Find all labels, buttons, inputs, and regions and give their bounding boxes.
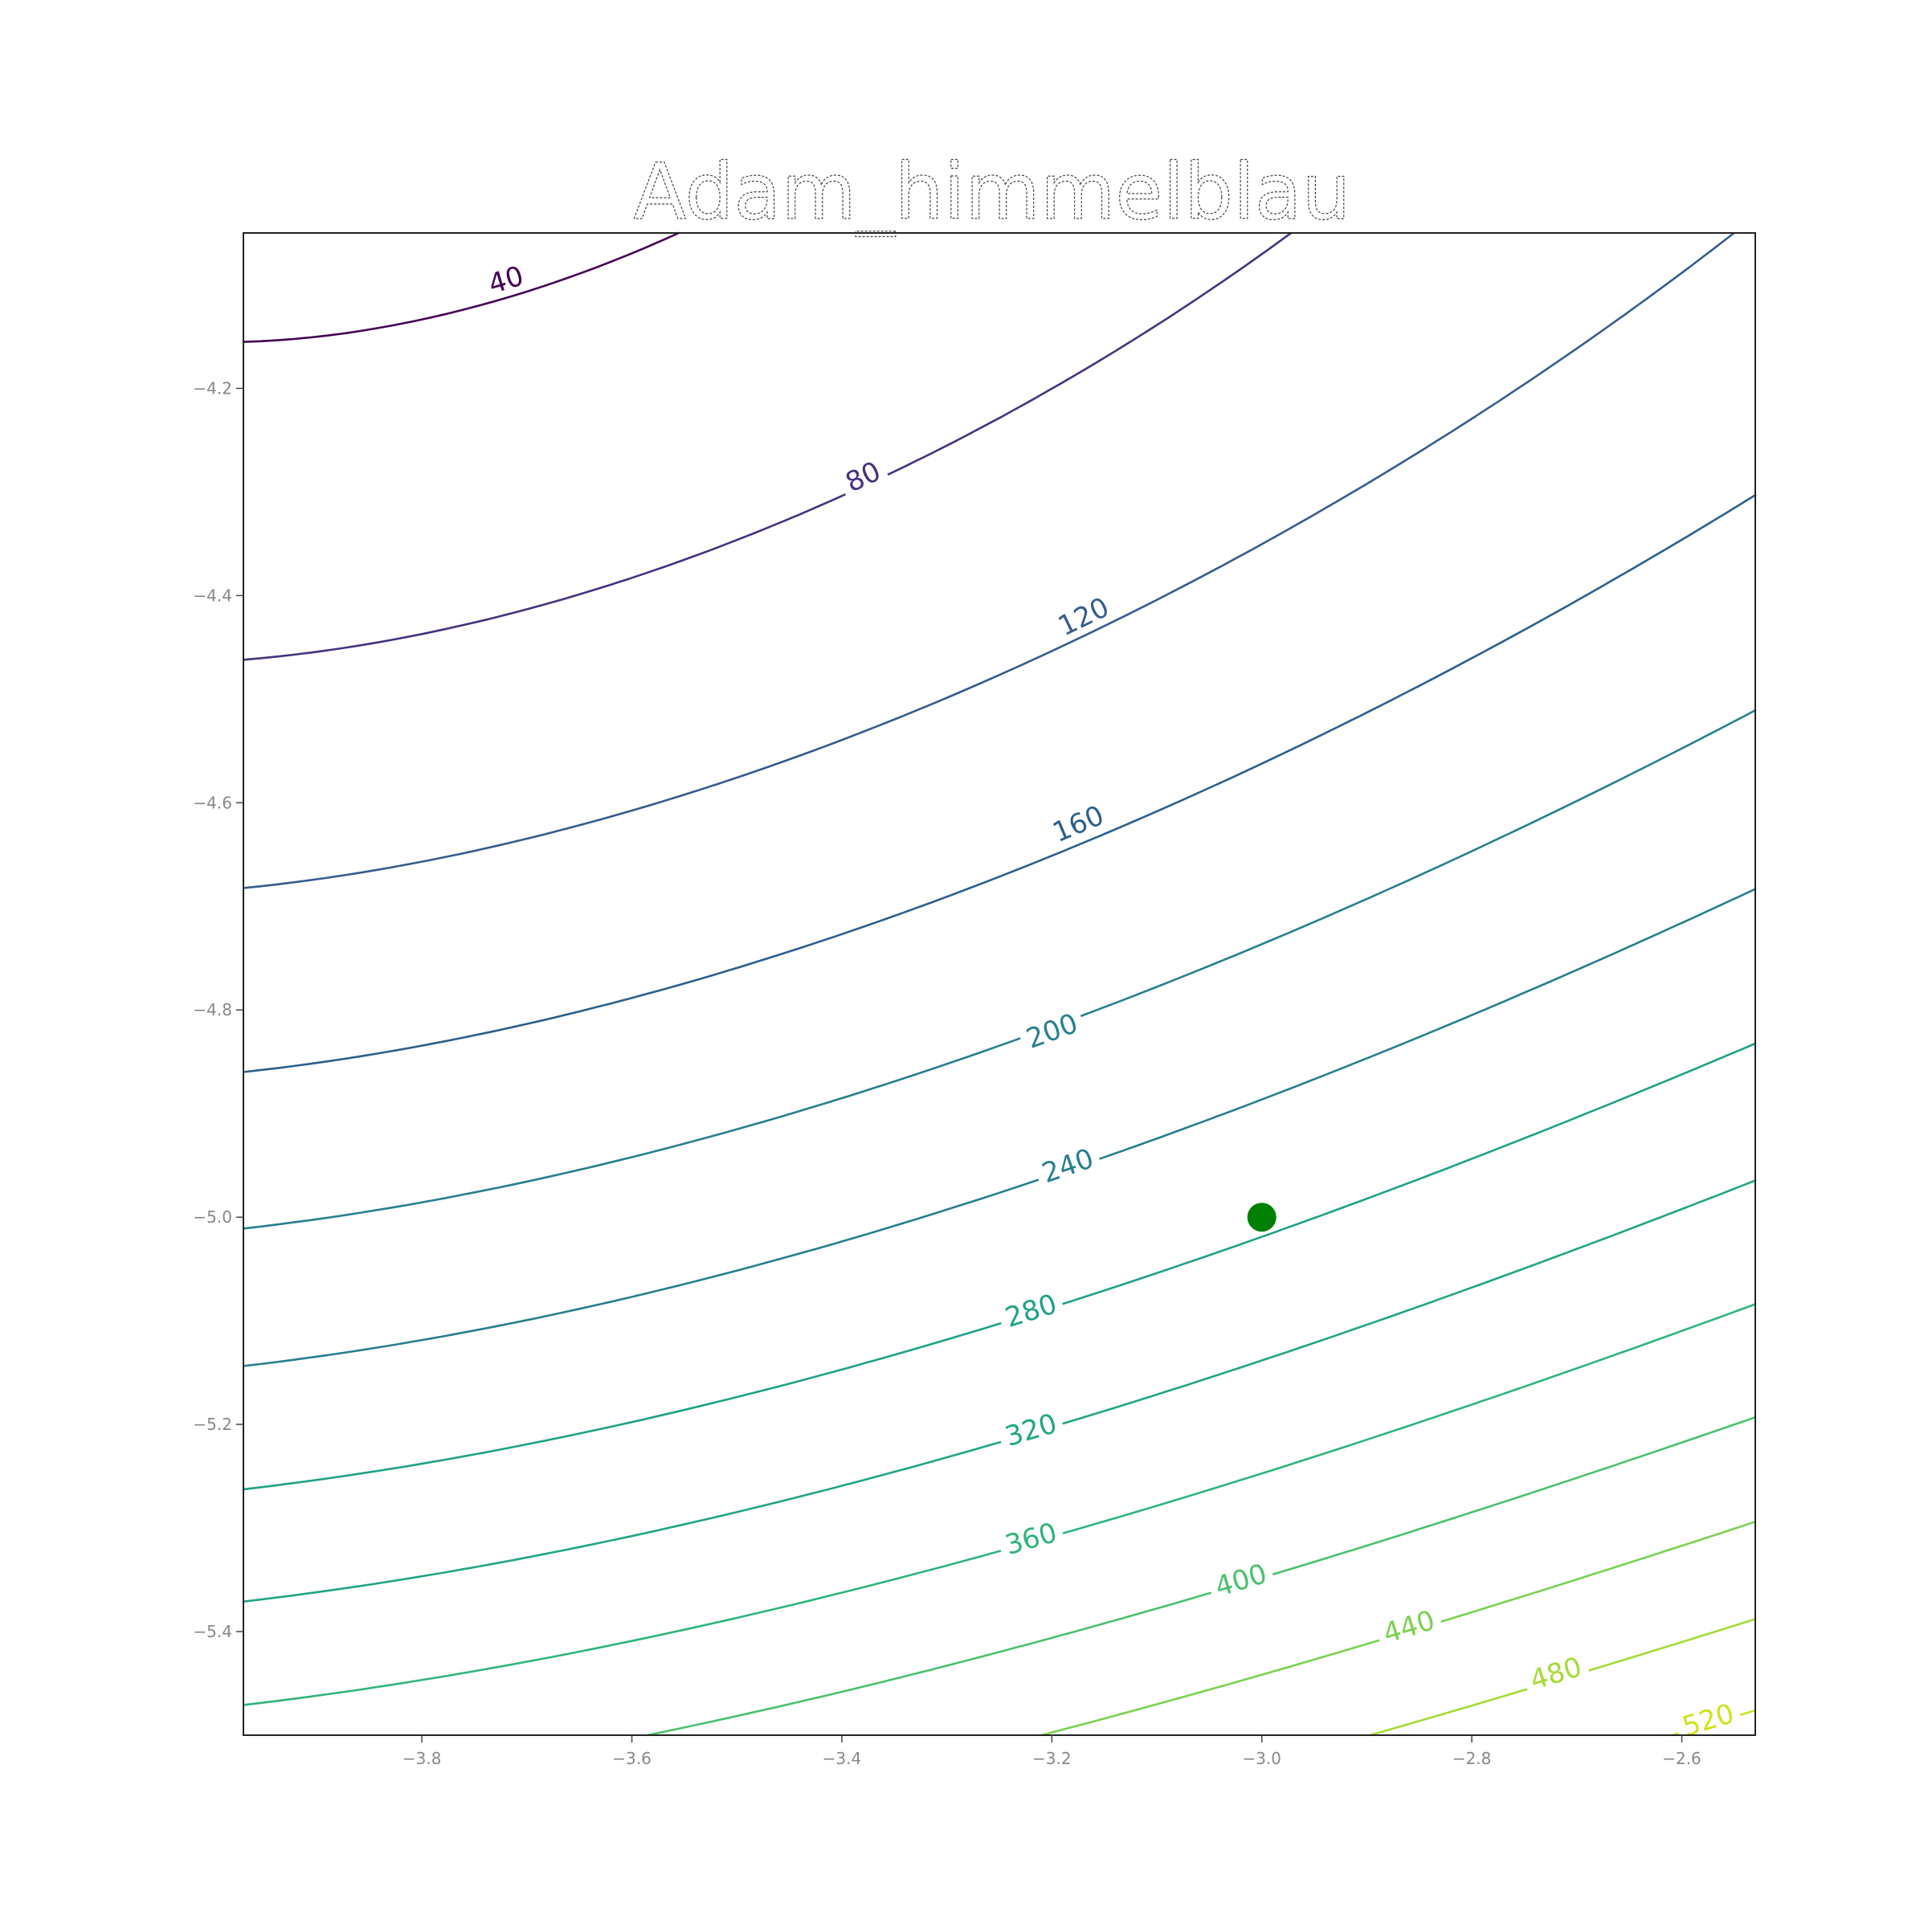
contour-line-400: [646, 1416, 1757, 1737]
contour-label-bg-520: [1673, 1695, 1744, 1745]
contour-label-group-320: 320: [995, 1405, 1067, 1455]
contour-line-280: [242, 1042, 1757, 1491]
contour-label-bg-80: [835, 451, 891, 501]
y-tick-label: −4.8: [193, 1000, 232, 1019]
contour-label-200: 200: [1022, 1007, 1082, 1056]
contour-line-40: [242, 231, 680, 343]
current-point-marker: [1247, 1203, 1276, 1232]
contour-label-bg-160: [1042, 796, 1114, 852]
y-tick-label: −4.6: [193, 793, 232, 812]
x-tick-label: −3.8: [402, 1749, 442, 1768]
contour-label-bg-360: [995, 1513, 1067, 1563]
y-axis: −4.2 −4.4 −4.6 −4.8 −5.0 −5.2 −5.4: [193, 378, 243, 1641]
contour-line-160: [242, 494, 1757, 1073]
y-tick-label: −4.2: [193, 378, 232, 398]
contour-label-bg-120: [1047, 587, 1120, 645]
contour-label-group-440: 440: [1373, 1601, 1444, 1652]
contour-label-group-200: 200: [1015, 1004, 1088, 1057]
contour-label-240: 240: [1038, 1142, 1097, 1190]
x-tick-label: −3.2: [1032, 1749, 1072, 1768]
contour-line-80: [242, 231, 1293, 661]
contour-label-440: 440: [1379, 1604, 1439, 1650]
contour-label-bg-480: [1520, 1648, 1591, 1698]
contour-label-group-520: 520: [1673, 1695, 1744, 1745]
contour-label-group-280: 280: [995, 1285, 1067, 1336]
contour-layer: [242, 231, 1757, 1737]
contour-label-group-160: 160: [1042, 796, 1114, 852]
contour-label-280: 280: [1002, 1288, 1061, 1334]
contour-label-bg-240: [1031, 1139, 1104, 1191]
contour-label-group-400: 400: [1205, 1555, 1276, 1605]
y-tick-label: −4.4: [193, 586, 232, 605]
contour-label-group-360: 360: [995, 1513, 1067, 1563]
contour-label-320: 320: [1002, 1407, 1061, 1453]
contour-label-480: 480: [1526, 1651, 1586, 1697]
plot-frame: [243, 232, 1756, 1736]
contour-label-bg-280: [995, 1285, 1067, 1336]
point-layer: [1247, 1203, 1276, 1232]
x-axis: −3.8 −3.6 −3.4 −3.2 −3.0 −2.8 −2.6: [402, 1735, 1701, 1768]
contour-line-120: [242, 231, 1735, 889]
x-tick-label: −3.4: [823, 1749, 862, 1768]
contour-line-320: [242, 1179, 1757, 1603]
x-tick-label: −2.8: [1452, 1749, 1492, 1768]
y-tick-label: −5.2: [193, 1415, 232, 1434]
contour-line-240: [242, 888, 1757, 1367]
contour-label-group-40: 40: [479, 257, 533, 302]
contour-label-520: 520: [1679, 1697, 1738, 1743]
contour-label-400: 400: [1211, 1558, 1271, 1603]
chart-title: Adam_himmelblau: [634, 147, 1351, 237]
contour-label-bg-400: [1205, 1555, 1276, 1605]
contour-label-group-240: 240: [1031, 1139, 1104, 1191]
y-tick-label: −5.0: [193, 1207, 232, 1227]
contour-line-360: [242, 1303, 1757, 1706]
contour-label-bg-40: [479, 257, 533, 302]
x-tick-label: −2.6: [1662, 1749, 1701, 1768]
contour-line-200: [242, 709, 1757, 1230]
contour-label-360: 360: [1002, 1517, 1060, 1562]
y-tick-label: −5.4: [193, 1622, 232, 1641]
x-tick-label: −3.0: [1242, 1749, 1281, 1768]
contour-label-bg-200: [1015, 1004, 1088, 1057]
contour-label-group-480: 480: [1520, 1648, 1591, 1698]
contour-label-bg-320: [995, 1405, 1067, 1455]
contour-line-440: [1040, 1521, 1757, 1737]
contour-label-bg-440: [1373, 1601, 1444, 1652]
x-tick-label: −3.6: [612, 1749, 652, 1768]
